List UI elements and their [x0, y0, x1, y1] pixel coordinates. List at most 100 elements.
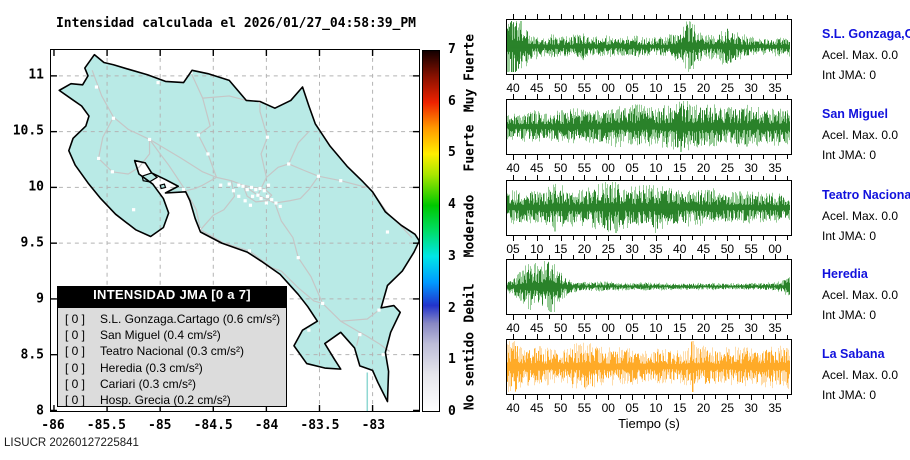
station-marker [241, 184, 245, 188]
time-tick [608, 236, 610, 241]
time-tick-label: 00 [601, 161, 615, 175]
time-tick-minor [715, 15, 717, 19]
station-marker [94, 85, 99, 89]
seismogram-trace [507, 341, 790, 392]
time-tick-minor [548, 335, 550, 339]
time-tick-label: 10 [649, 81, 663, 95]
station-marker [266, 183, 271, 187]
time-tick [560, 175, 562, 180]
time-tick-label: 45 [530, 321, 544, 335]
time-tick [655, 175, 657, 180]
time-tick-label: 20 [696, 401, 711, 415]
map-x-tick-label: -86 [41, 418, 65, 433]
time-tick-minor [739, 315, 741, 319]
station-marker [296, 256, 300, 260]
station-int-jma: Int JMA: 0 [822, 229, 877, 243]
time-tick [751, 75, 753, 80]
time-tick [751, 334, 753, 339]
time-tick-minor [596, 255, 598, 259]
time-tick-label: 10 [530, 242, 544, 256]
time-tick-minor [644, 395, 645, 399]
station-marker [196, 133, 201, 137]
time-tick-label: 05 [625, 321, 639, 335]
time-tick [727, 175, 729, 180]
colorbar-tick-label: 3 [448, 249, 456, 265]
time-tick-minor [691, 176, 693, 180]
time-tick-minor [691, 155, 693, 159]
station-acel-max: Acel. Max. 0.0 [822, 48, 899, 62]
time-tick-minor [620, 75, 622, 79]
time-tick-minor [739, 395, 741, 399]
time-tick [679, 315, 681, 320]
road-line [257, 175, 319, 204]
time-tick-minor [763, 75, 765, 79]
time-tick-label: 45 [530, 81, 544, 95]
time-tick [632, 75, 634, 80]
time-tick-minor [620, 255, 622, 259]
time-tick-label: 55 [577, 401, 592, 415]
time-tick-minor [763, 176, 765, 180]
time-tick-label: 15 [673, 321, 687, 335]
station-marker [316, 174, 321, 178]
station-marker [243, 199, 247, 203]
time-tick [751, 315, 753, 320]
time-tick-label: 40 [506, 81, 520, 95]
map-x-tick-label: -83.5 [300, 418, 340, 433]
time-tick [751, 254, 753, 259]
time-tick-minor [524, 395, 526, 399]
time-tick [584, 175, 586, 180]
time-tick-minor [548, 15, 550, 19]
time-tick-label: 05 [625, 81, 639, 95]
station-marker [245, 188, 249, 192]
map-title: Intensidad calculada el 2026/01/27_04:58… [55, 16, 417, 31]
map-x-tick-label: -85.5 [86, 418, 126, 433]
time-tick-minor [548, 236, 550, 240]
station-name: Heredia [822, 267, 868, 281]
time-tick-label: 00 [601, 401, 615, 415]
time-tick-minor [691, 236, 693, 240]
station-marker [219, 183, 223, 187]
time-tick-label: 25 [720, 401, 735, 415]
time-tick-label: 15 [673, 161, 687, 175]
time-tick-label: 25 [720, 321, 735, 335]
time-tick [703, 254, 705, 259]
time-tick [632, 175, 634, 180]
station-marker [237, 183, 241, 187]
time-tick-minor [524, 255, 526, 259]
colorbar-category-label: No sentido [462, 331, 478, 410]
time-tick [727, 14, 729, 19]
time-tick-minor [644, 155, 645, 159]
map-y-tick-label: 11 [28, 67, 44, 83]
time-tick [703, 315, 705, 320]
road-line [149, 139, 187, 192]
time-tick [536, 75, 538, 80]
time-tick [727, 236, 729, 241]
time-tick [751, 395, 753, 400]
time-tick-minor [715, 255, 717, 259]
seismogram-panel-4 [506, 259, 792, 315]
time-tick-label: 55 [577, 81, 592, 95]
time-tick-label: 50 [720, 242, 735, 256]
time-tick-label: 50 [553, 161, 568, 175]
legend-item-intensity: [ 0 ] [65, 376, 86, 391]
time-tick [584, 236, 586, 241]
time-tick-minor [763, 15, 765, 19]
time-tick-label: 15 [553, 242, 568, 256]
time-tick-minor [620, 236, 622, 240]
time-tick-minor [548, 95, 550, 99]
time-tick-label: 10 [649, 161, 663, 175]
coastline [58, 53, 419, 403]
time-tick-minor [763, 315, 765, 319]
time-tick-minor [691, 395, 693, 399]
time-tick [751, 14, 753, 19]
station-marker [247, 249, 251, 253]
station-marker [259, 196, 263, 201]
time-tick [703, 175, 705, 180]
time-tick-minor [620, 176, 622, 180]
time-tick-minor [667, 95, 669, 99]
time-tick-minor [596, 236, 598, 240]
time-tick-minor [763, 395, 765, 399]
time-tick-label: 00 [601, 81, 615, 95]
time-tick-label: 40 [506, 321, 520, 335]
time-tick [775, 334, 777, 339]
